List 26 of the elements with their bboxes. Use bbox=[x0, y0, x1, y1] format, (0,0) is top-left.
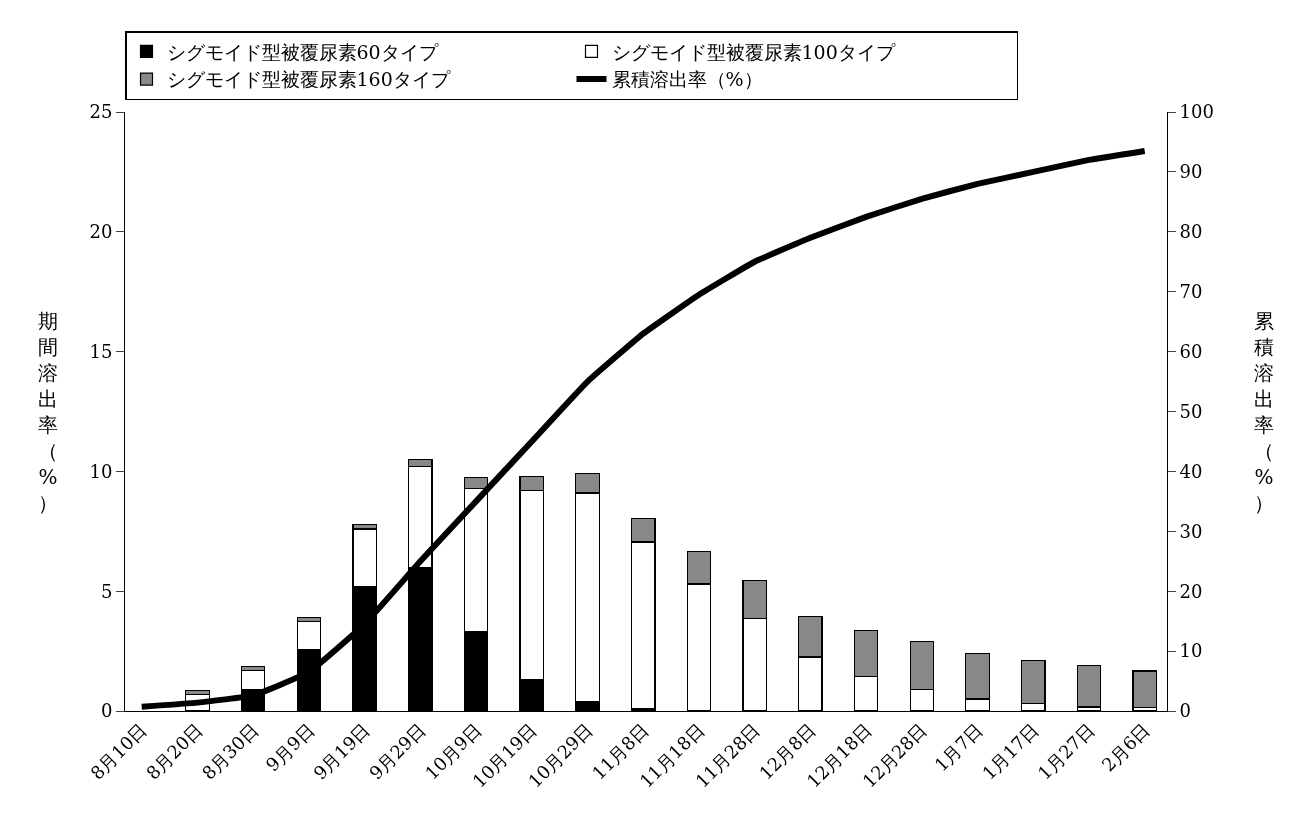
y2-axis-title: 累積溶出率（%） bbox=[1254, 309, 1274, 515]
y2-tick-label: 40 bbox=[1179, 460, 1203, 482]
y-tick-label: 15 bbox=[89, 340, 113, 362]
y-axis-title: 期間溶出率（%） bbox=[38, 309, 58, 515]
y-tick-label: 10 bbox=[89, 460, 113, 482]
y2-tick-label: 20 bbox=[1179, 580, 1203, 602]
legend-label: シグモイド型被覆尿素160タイプ bbox=[166, 68, 451, 91]
y2-tick-label: 100 bbox=[1179, 101, 1214, 123]
y-tick-label: 20 bbox=[89, 221, 113, 243]
x-tick-label: 2月6日 bbox=[1097, 718, 1154, 776]
y2-tick-label: 0 bbox=[1179, 700, 1192, 722]
y2-tick-label: 80 bbox=[1179, 221, 1203, 243]
y2-tick-label: 60 bbox=[1179, 340, 1203, 362]
y-tick-label: 5 bbox=[100, 580, 113, 602]
y2-tick-label: 10 bbox=[1179, 640, 1203, 662]
legend-label: シグモイド型被覆尿素100タイプ bbox=[611, 40, 896, 63]
y2-tick-label: 30 bbox=[1179, 520, 1203, 542]
y2-tick-label: 70 bbox=[1179, 281, 1203, 302]
y2-tick-label: 90 bbox=[1179, 161, 1203, 183]
y-tick-label: 25 bbox=[89, 101, 113, 123]
legend-label: 累積溶出率（%） bbox=[611, 68, 763, 91]
bar bbox=[1076, 665, 1102, 708]
y-tick-label: 0 bbox=[100, 700, 113, 722]
legend-label: シグモイド型被覆尿素60タイプ bbox=[166, 40, 439, 63]
y2-tick-label: 50 bbox=[1179, 400, 1203, 422]
bar bbox=[1132, 670, 1158, 709]
